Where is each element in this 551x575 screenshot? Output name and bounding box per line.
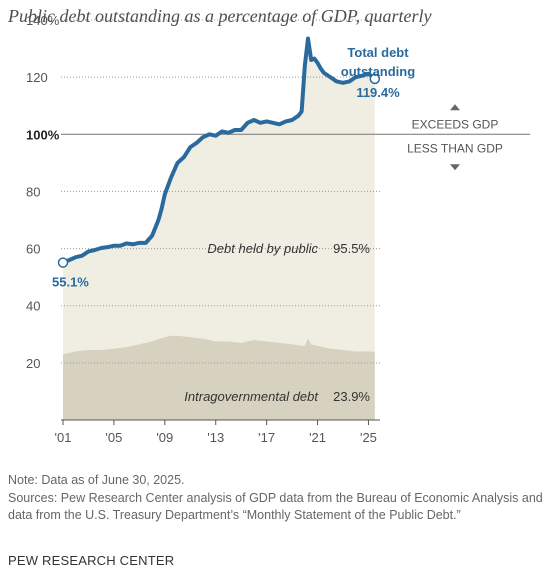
less-than-gdp-label: LESS THAN GDP bbox=[407, 141, 503, 155]
note-text: Note: Data as of June 30, 2025. bbox=[8, 473, 185, 487]
start-value-label: 55.1% bbox=[52, 275, 89, 290]
public-debt-series-name: Debt held by public bbox=[207, 241, 318, 256]
y-tick-label: 80 bbox=[26, 184, 40, 199]
x-tick-label: '05 bbox=[105, 430, 122, 445]
x-tick-label: '09 bbox=[156, 430, 173, 445]
public-debt-area bbox=[63, 38, 375, 355]
total-debt-line bbox=[61, 36, 377, 265]
y-tick-label: 20 bbox=[26, 356, 40, 371]
total-debt-end-label: 119.4% bbox=[356, 85, 400, 100]
y-tick-label: 100% bbox=[26, 127, 60, 142]
sources-text: Sources: Pew Research Center analysis of… bbox=[8, 491, 543, 522]
down-arrow-icon bbox=[450, 164, 460, 171]
intragovernmental-end-label: 23.9% bbox=[333, 389, 370, 404]
exceeds-gdp-label: EXCEEDS GDP bbox=[412, 117, 499, 131]
public-debt-end-label: 95.5% bbox=[333, 241, 370, 256]
x-tick-label: '17 bbox=[258, 430, 275, 445]
intragovernmental-series-name: Intragovernmental debt bbox=[184, 389, 319, 404]
y-tick-label: 120 bbox=[26, 70, 48, 85]
y-tick-label: 60 bbox=[26, 242, 40, 257]
debt-chart: 20 40 60 80 100% 120 140% EXCEEDS GDP LESS THAN … bbox=[26, 13, 530, 445]
y-tick-label: 40 bbox=[26, 299, 40, 314]
x-tick-label: '25 bbox=[360, 430, 377, 445]
start-point-marker bbox=[57, 257, 69, 268]
chart-title: Public debt outstanding as a percentage … bbox=[8, 6, 432, 26]
end-point-marker bbox=[369, 73, 381, 85]
up-arrow-icon bbox=[450, 104, 460, 111]
intragovernmental-debt-area bbox=[63, 335, 375, 420]
x-tick-label: '01 bbox=[55, 430, 72, 445]
y-tick-label: 140% bbox=[26, 13, 60, 28]
total-debt-series-name: Total debt outstanding bbox=[341, 45, 415, 79]
brand-label: PEW RESEARCH CENTER bbox=[8, 553, 175, 568]
x-tick-label: '21 bbox=[309, 430, 326, 445]
x-tick-label: '13 bbox=[207, 430, 224, 445]
